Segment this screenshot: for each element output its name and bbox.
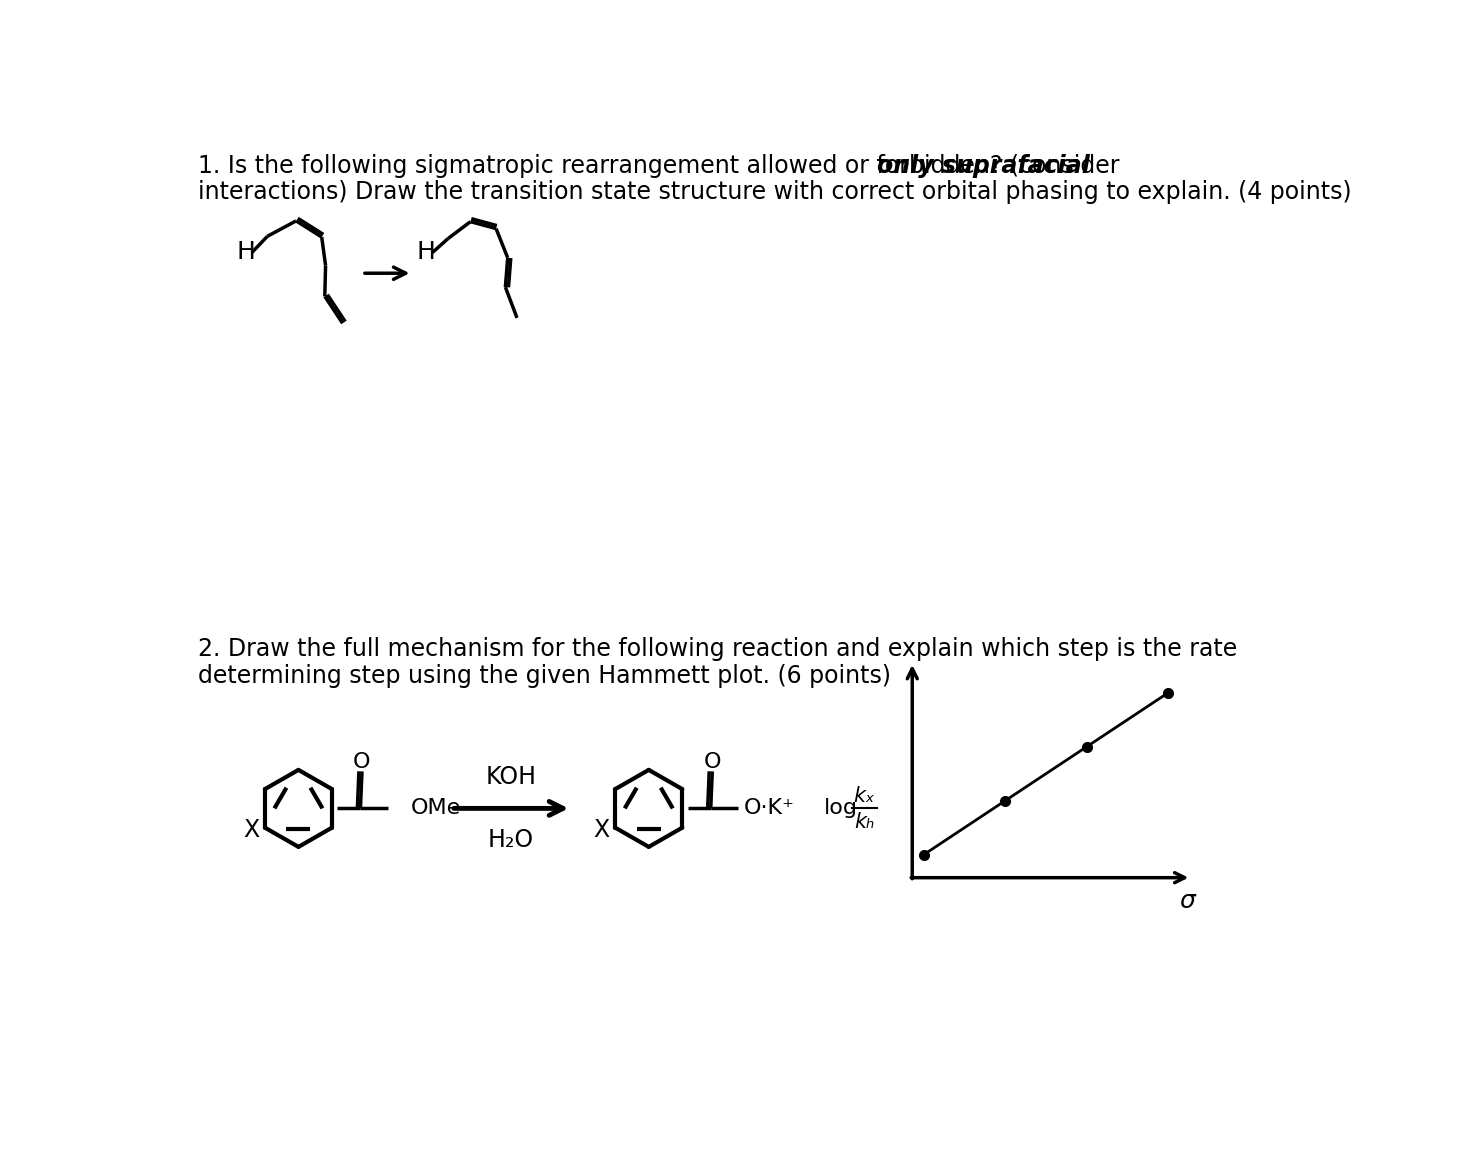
- Text: H₂O: H₂O: [488, 827, 534, 852]
- Text: O: O: [704, 752, 722, 772]
- Text: kₕ: kₕ: [854, 812, 875, 832]
- Text: H: H: [237, 240, 256, 264]
- Text: interactions) Draw the transition state structure with correct orbital phasing t: interactions) Draw the transition state …: [197, 180, 1351, 204]
- Text: KOH: KOH: [485, 765, 537, 789]
- Text: X: X: [243, 817, 259, 841]
- Text: H: H: [417, 240, 435, 264]
- Text: determining step using the given Hammett plot. (6 points): determining step using the given Hammett…: [197, 664, 891, 688]
- Text: O: O: [353, 752, 370, 772]
- Text: σ: σ: [1179, 889, 1195, 913]
- Text: 2. Draw the full mechanism for the following reaction and explain which step is : 2. Draw the full mechanism for the follo…: [197, 637, 1236, 661]
- Text: log: log: [823, 799, 858, 818]
- Text: only suprafacial: only suprafacial: [878, 153, 1091, 178]
- Text: kₓ: kₓ: [854, 786, 875, 805]
- Text: X: X: [594, 817, 609, 841]
- Text: OMe: OMe: [410, 799, 462, 818]
- Text: 1. Is the following sigmatropic rearrangement allowed or forbidden? (consider: 1. Is the following sigmatropic rearrang…: [197, 153, 1126, 178]
- Text: O·K⁺: O·K⁺: [744, 799, 795, 818]
